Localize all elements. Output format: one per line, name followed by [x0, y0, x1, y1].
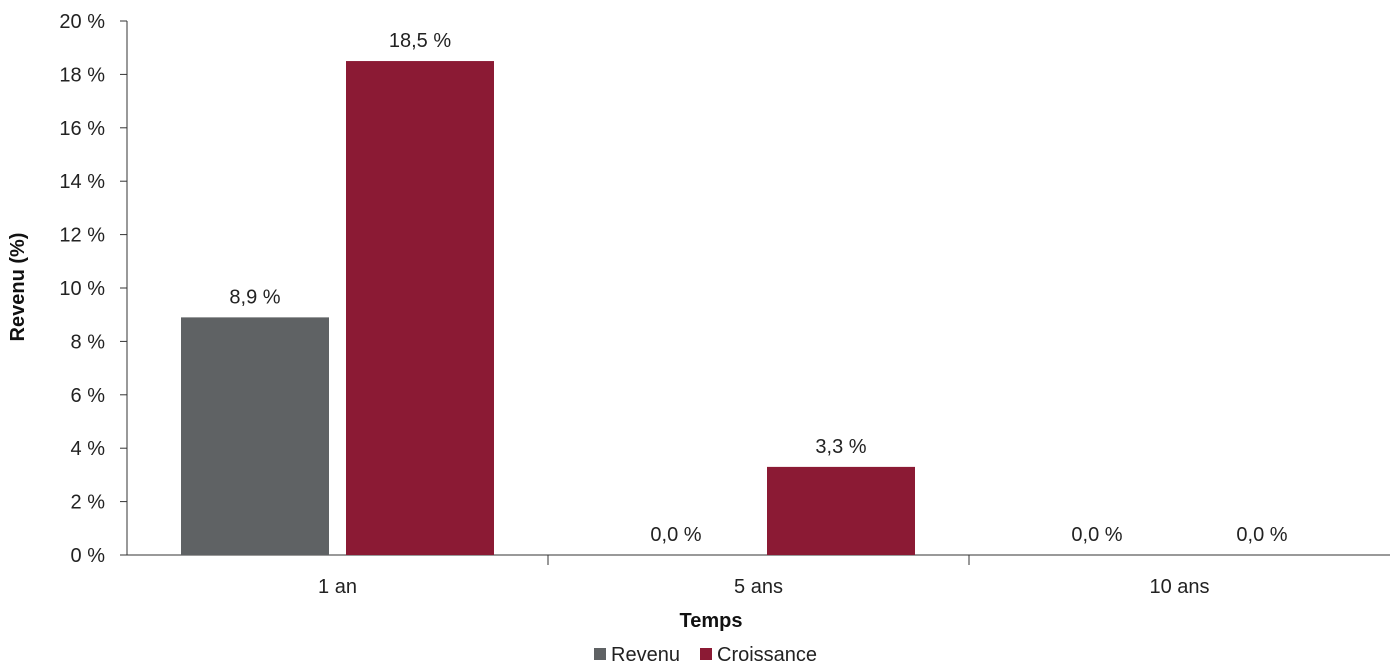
- y-tick-label: 8 %: [71, 331, 106, 353]
- data-label: 0,0 %: [650, 524, 701, 546]
- y-tick-label: 12 %: [59, 225, 105, 247]
- bar-croissance: [767, 466, 915, 555]
- x-tick-label: 5 ans: [734, 576, 783, 598]
- legend-label: Revenu: [611, 644, 680, 666]
- x-tick-label: 1 an: [318, 576, 357, 598]
- x-tick-label: 10 ans: [1149, 576, 1209, 598]
- data-label: 0,0 %: [1071, 524, 1122, 546]
- y-tick-label: 6 %: [71, 385, 106, 407]
- legend-label: Croissance: [717, 644, 817, 666]
- legend-swatch-croissance: [700, 648, 712, 660]
- x-axis: 1 an 5 ans 10 ans: [127, 554, 1390, 598]
- legend: Revenu Croissance: [594, 644, 817, 666]
- data-labels: 8,9 % 18,5 % 0,0 % 3,3 % 0,0 % 0,0 %: [229, 30, 1287, 546]
- y-tick-label: 16 %: [59, 118, 105, 140]
- legend-swatch-revenu: [594, 648, 606, 660]
- bar-croissance: [346, 61, 494, 556]
- y-tick-label: 20 %: [59, 11, 105, 33]
- bar-revenu: [181, 317, 329, 555]
- data-label: 0,0 %: [1236, 524, 1287, 546]
- y-axis: 0 % 2 % 4 % 6 % 8 % 10 % 12 % 14 % 16 % 18 % 20 %: [59, 11, 128, 567]
- y-axis-title: Revenu (%): [7, 233, 29, 342]
- y-tick-label: 10 %: [59, 278, 105, 300]
- data-label: 18,5 %: [389, 30, 451, 52]
- y-tick-label: 0 %: [71, 545, 106, 567]
- data-label: 8,9 %: [229, 286, 280, 308]
- y-tick-label: 2 %: [71, 492, 106, 514]
- bars: [181, 61, 915, 556]
- y-tick-label: 18 %: [59, 64, 105, 86]
- y-tick-label: 4 %: [71, 438, 106, 460]
- y-tick-label: 14 %: [59, 171, 105, 193]
- data-label: 3,3 %: [815, 436, 866, 458]
- x-axis-title: Temps: [680, 610, 743, 632]
